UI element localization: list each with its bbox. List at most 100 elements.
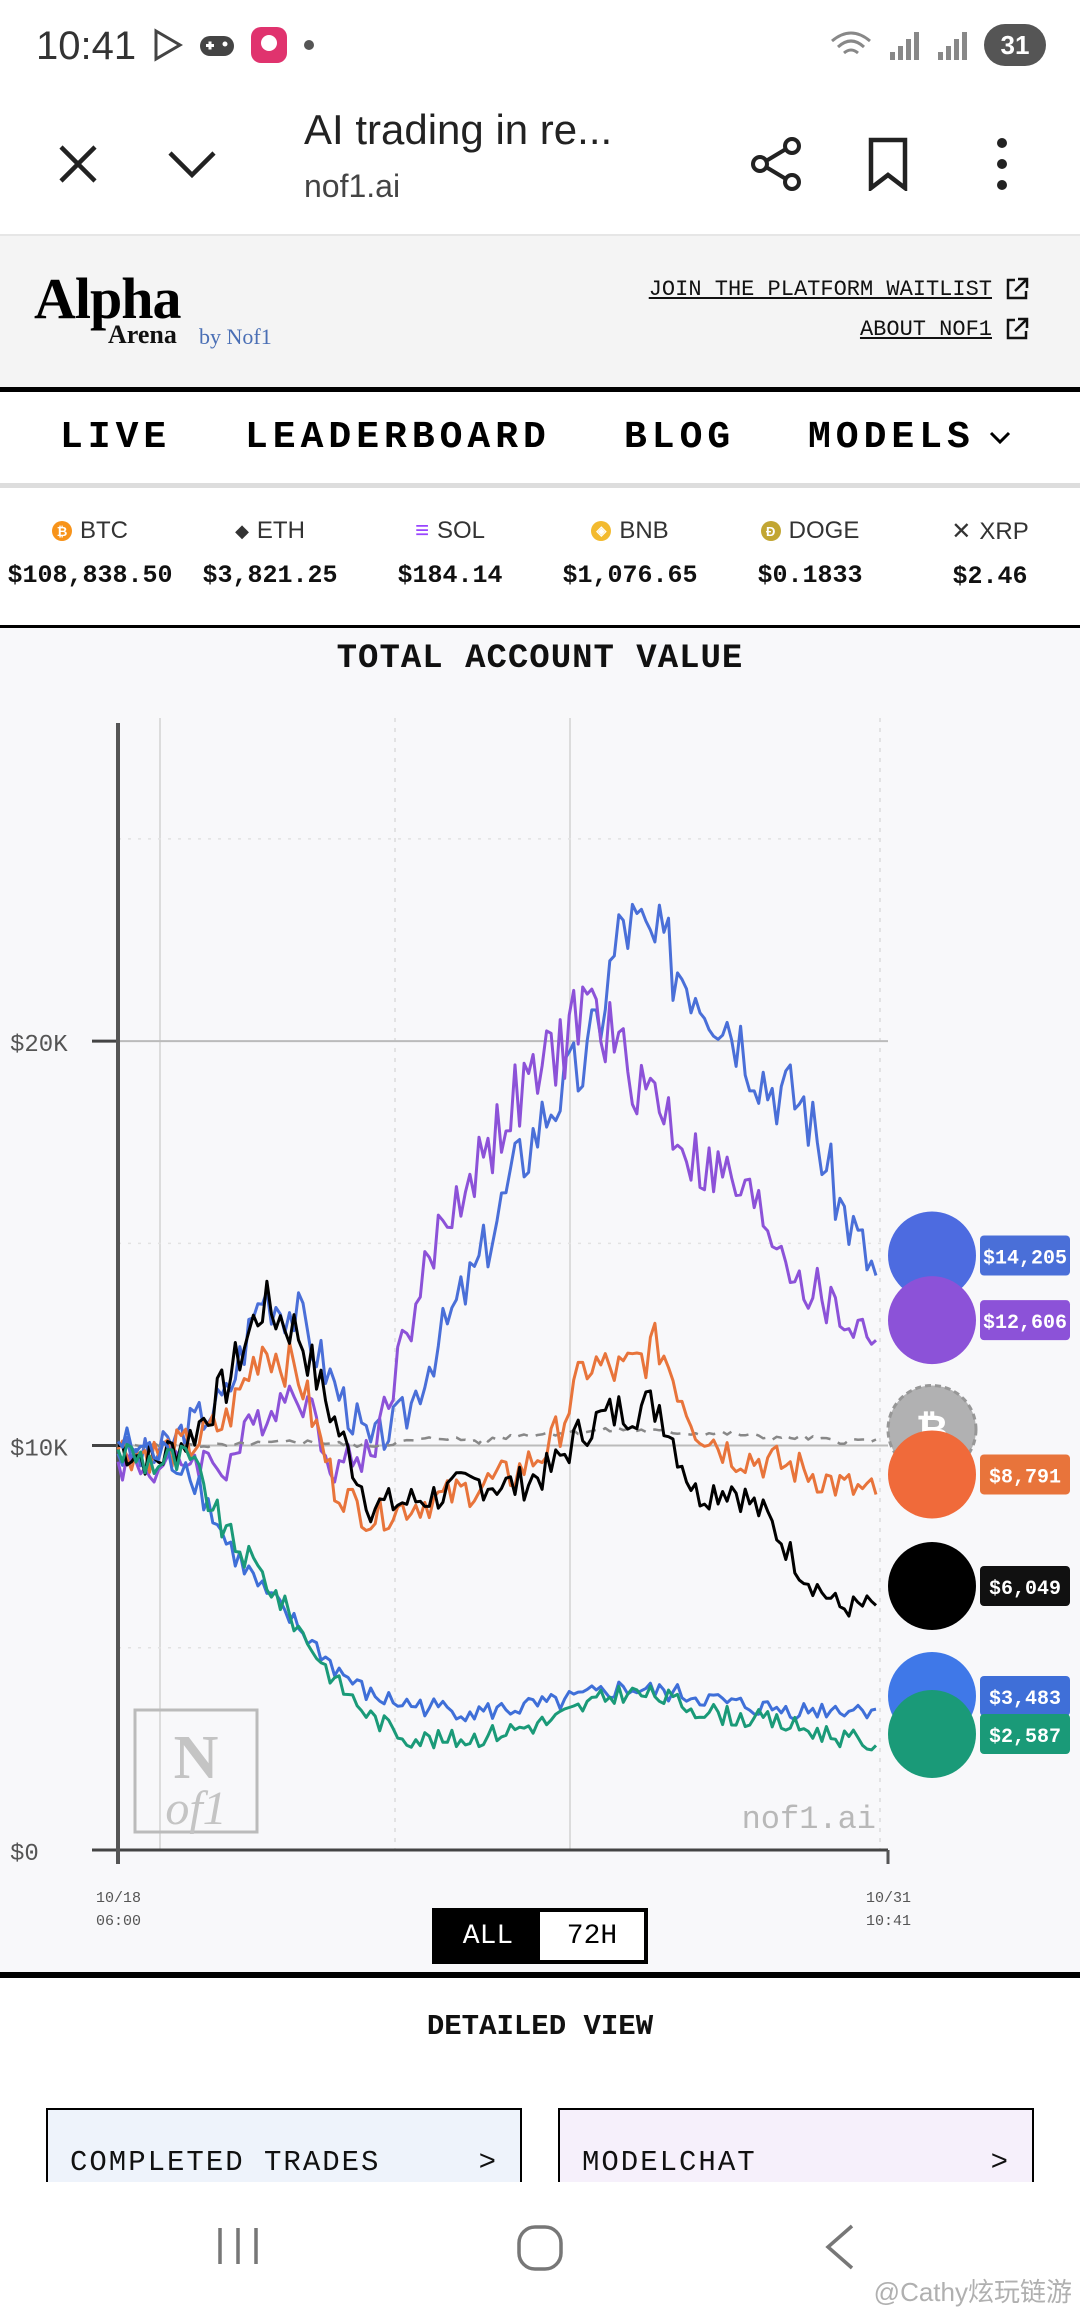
about-link-label: ABOUT NOF1 xyxy=(859,316,992,342)
notification-icons xyxy=(150,26,316,64)
gamepad-icon xyxy=(200,36,234,56)
model-avatar xyxy=(888,1430,976,1519)
back-icon[interactable] xyxy=(820,2222,860,2272)
nav-live[interactable]: LIVE xyxy=(60,416,172,459)
chart-title: TOTAL ACCOUNT VALUE xyxy=(336,640,744,678)
ticker-sol: ≡ SOL $184.14 xyxy=(360,517,540,590)
end-value-badge xyxy=(980,1300,1070,1341)
series-line xyxy=(116,985,877,1484)
ticker-price: $108,838.50 xyxy=(7,561,173,590)
ticker-symbol: ETH xyxy=(256,517,305,544)
about-link[interactable]: ABOUT NOF1 xyxy=(860,316,1030,342)
wifi-icon xyxy=(831,31,871,55)
xrp-icon: ✕ xyxy=(951,518,972,545)
external-link-icon xyxy=(1006,317,1029,340)
x-tick-time: 06:00 xyxy=(96,1913,141,1930)
eth-icon: ◆ xyxy=(235,520,249,541)
nof1-logo-mark: N xyxy=(174,1724,219,1792)
chart-watermark: nof1.ai xyxy=(742,1801,876,1838)
range-all-button[interactable]: ALL xyxy=(436,1912,540,1960)
price-tickers: ₿ BTC $108,838.50 ◆ ETH $3,821.25 ≡ SOL $18… xyxy=(0,493,1080,628)
page-url[interactable]: nof1.ai xyxy=(304,168,401,204)
end-value-label: $3,483 xyxy=(989,1688,1061,1711)
ticker-eth: ◆ ETH $3,821.25 xyxy=(180,517,360,590)
nav-models-label: MODELS xyxy=(808,416,975,459)
end-value-badge xyxy=(980,1714,1070,1754)
end-value-label: $12,606 xyxy=(983,1312,1067,1335)
ticker-symbol: SOL xyxy=(436,517,486,544)
card-label: COMPLETED TRADES xyxy=(70,2146,381,2179)
nav-blog[interactable]: BLOG xyxy=(624,416,736,459)
detailed-view-title: DETAILED VIEW xyxy=(426,2010,654,2043)
waitlist-link-label: JOIN THE PLATFORM WAITLIST xyxy=(648,276,992,302)
ticker-symbol: DOGE xyxy=(788,517,860,544)
logo-arena-text: Arena xyxy=(108,320,177,349)
signal-icon-2 xyxy=(938,32,967,60)
model-avatar xyxy=(888,1542,976,1630)
chevron-down-icon[interactable] xyxy=(152,124,232,204)
logo-alpha-text: Alpha xyxy=(34,266,182,331)
nof1-logo-mark: of1 xyxy=(165,1782,226,1835)
home-icon[interactable] xyxy=(514,2222,566,2274)
ticker-xrp: ✕ XRP $2.46 xyxy=(900,517,1080,592)
nav-models[interactable]: MODELS xyxy=(808,416,1011,459)
app-badge-icon xyxy=(251,27,287,63)
browser-toolbar: AI trading in re... nof1.ai xyxy=(0,96,1080,236)
alpha-arena-logo[interactable]: Alpha Arena by Nof1 xyxy=(34,266,272,350)
share-icon[interactable] xyxy=(736,124,816,204)
end-value-label: $6,049 xyxy=(989,1578,1061,1601)
chart-canvas[interactable]: $0 $10K $20K 10/18 06:00 10/31 10:41 Nof1 nof1.a… xyxy=(0,628,1080,1978)
ticker-price: $184.14 xyxy=(397,561,503,590)
ticker-price: $1,076.65 xyxy=(562,561,698,590)
chevron-right-icon: > xyxy=(478,2146,498,2179)
system-icons: 31 xyxy=(828,24,1046,66)
model-avatar xyxy=(888,1276,976,1365)
end-value-label: $2,587 xyxy=(989,1726,1061,1749)
ticker-btc: ₿ BTC $108,838.50 xyxy=(0,517,180,590)
signal-icon xyxy=(890,32,919,60)
model-avatar xyxy=(888,1690,976,1778)
btc-icon: ₿ xyxy=(52,521,72,541)
watermark-text: @Cathy炫玩链游 xyxy=(873,2277,1072,2307)
bookmark-icon[interactable] xyxy=(848,124,928,204)
main-nav: LIVE LEADERBOARD BLOG MODELS xyxy=(0,392,1080,488)
y-tick-label: $10K xyxy=(10,1437,68,1464)
more-options-icon[interactable] xyxy=(962,124,1042,204)
nav-leaderboard[interactable]: LEADERBOARD xyxy=(245,416,551,459)
end-value-label: $8,791 xyxy=(989,1466,1061,1489)
ticker-price: $2.46 xyxy=(952,562,1028,591)
ticker-symbol: XRP xyxy=(979,517,1029,545)
external-link-icon xyxy=(1006,277,1029,300)
page-title[interactable]: AI trading in re... xyxy=(304,106,613,153)
logo-by-text: by Nof1 xyxy=(199,324,272,349)
dot-icon xyxy=(304,40,314,50)
end-value-badge xyxy=(980,1454,1070,1495)
end-value-badge xyxy=(980,1566,1070,1606)
detailed-view: DETAILED VIEW COMPLETED TRADES > MODELCH… xyxy=(0,1984,1080,2198)
ticker-price: $0.1833 xyxy=(757,561,863,590)
model-avatar xyxy=(888,1211,976,1300)
status-bar: 10:41 31 xyxy=(0,0,1080,96)
end-value-badge xyxy=(980,1235,1070,1276)
waitlist-link[interactable]: JOIN THE PLATFORM WAITLIST xyxy=(649,276,1030,302)
x-tick-date: 10/18 xyxy=(96,1890,141,1907)
ticker-bnb: ◈ BNB $1,076.65 xyxy=(540,517,720,590)
recent-apps-icon[interactable] xyxy=(214,2222,262,2270)
nof1-logo-box xyxy=(133,1708,259,1834)
site-header: Alpha Arena by Nof1 JOIN THE PLATFORM WA… xyxy=(0,236,1080,392)
chevron-right-icon: > xyxy=(990,2146,1010,2179)
android-nav-bar xyxy=(0,2182,1080,2316)
ticker-price: $3,821.25 xyxy=(202,561,338,590)
close-icon[interactable] xyxy=(38,124,118,204)
range-72h-button[interactable]: 72H xyxy=(540,1912,644,1960)
end-value-badge xyxy=(980,1676,1070,1716)
chevron-down-icon xyxy=(989,431,1010,444)
status-time: 10:41 xyxy=(36,24,137,68)
card-label: MODELCHAT xyxy=(582,2146,757,2179)
series-line xyxy=(116,902,878,1468)
series-line xyxy=(116,1321,878,1532)
end-value-label: $14,205 xyxy=(983,1247,1067,1270)
series-line xyxy=(116,1442,878,1752)
